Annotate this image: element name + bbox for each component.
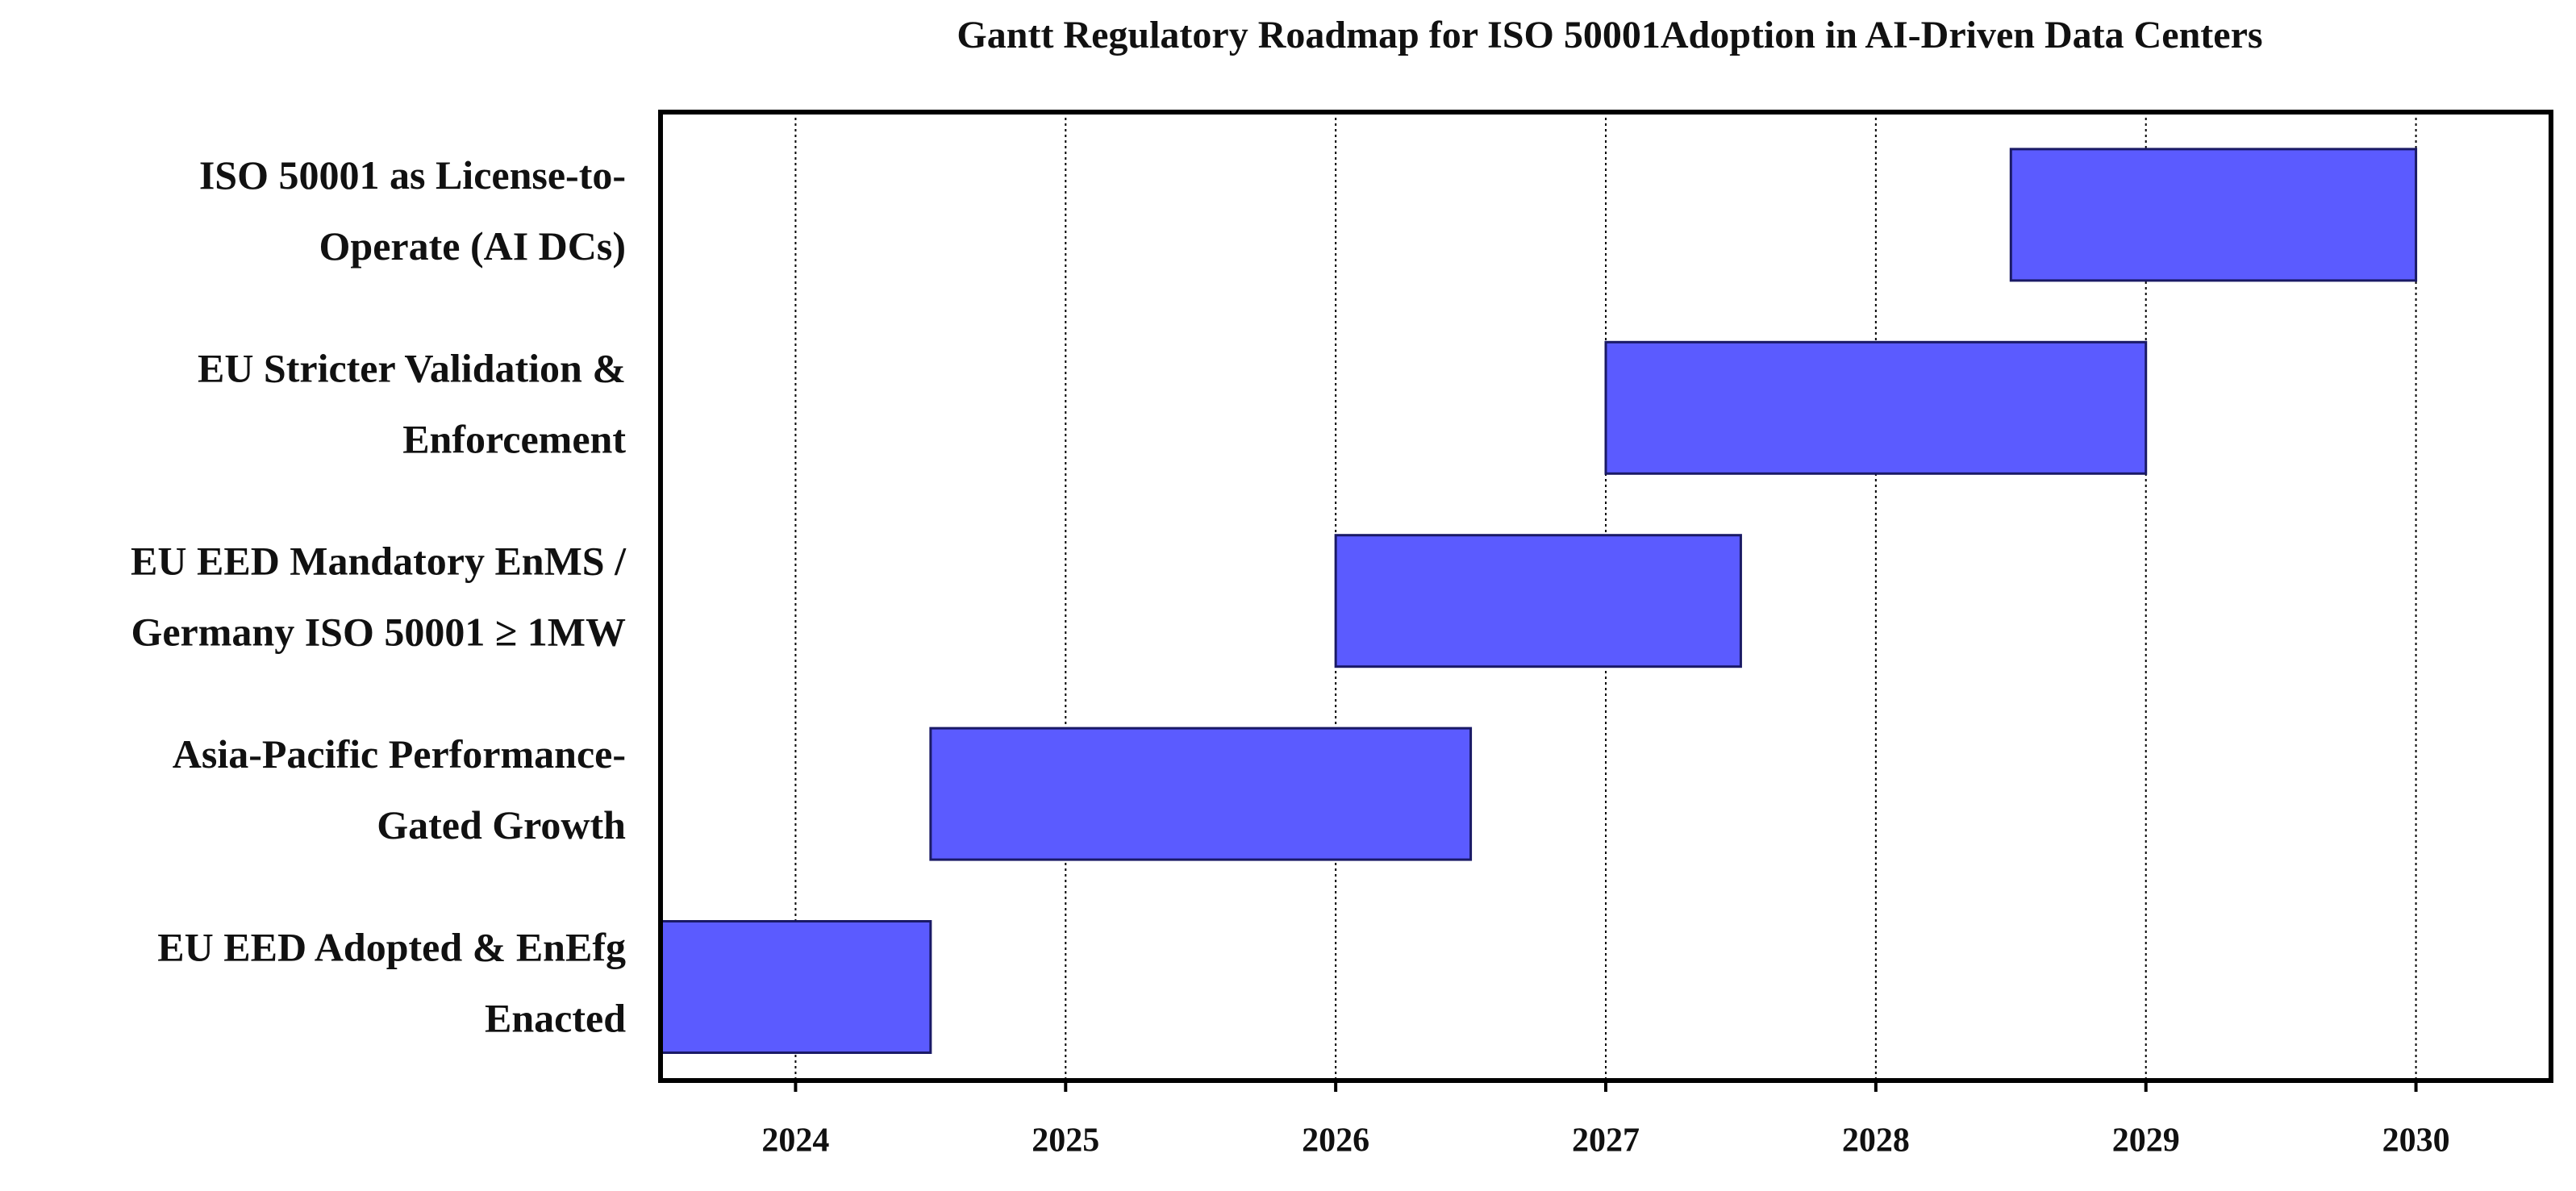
y-tick-label: Enacted bbox=[485, 995, 626, 1040]
y-tick-label: Operate (AI DCs) bbox=[319, 223, 626, 269]
bar bbox=[2009, 148, 2418, 282]
y-tick-label: Asia-Pacific Performance- bbox=[173, 731, 626, 777]
y-tick-label: Gated Growth bbox=[377, 802, 626, 847]
bar bbox=[659, 920, 932, 1054]
x-tick-label: 2026 bbox=[1302, 1122, 1369, 1160]
x-tick-label: 2030 bbox=[2382, 1122, 2450, 1160]
bar bbox=[1604, 340, 2148, 475]
x-tick-label: 2025 bbox=[1032, 1122, 1099, 1160]
x-tick-label: 2027 bbox=[1572, 1122, 1640, 1160]
y-tick-label: ISO 50001 as License-to- bbox=[199, 152, 626, 198]
bar bbox=[929, 727, 1473, 861]
y-tick-label: Germany ISO 50001 ≥ 1MW bbox=[131, 610, 626, 655]
x-tick-label: 2029 bbox=[2112, 1122, 2180, 1160]
y-tick-label: EU EED Mandatory EnMS / bbox=[131, 539, 627, 584]
bar bbox=[1334, 534, 1742, 668]
plot-frame bbox=[658, 110, 2553, 1083]
x-tick-label: 2024 bbox=[761, 1122, 829, 1160]
y-tick-label: EU Stricter Validation & bbox=[198, 345, 626, 390]
y-tick-label: EU EED Adopted & EnEfg bbox=[157, 924, 626, 969]
chart-title: Gantt Regulatory Roadmap for ISO 50001Ad… bbox=[957, 14, 2262, 56]
x-tick-label: 2028 bbox=[1842, 1122, 1910, 1160]
y-tick-label: Enforcement bbox=[402, 416, 626, 461]
